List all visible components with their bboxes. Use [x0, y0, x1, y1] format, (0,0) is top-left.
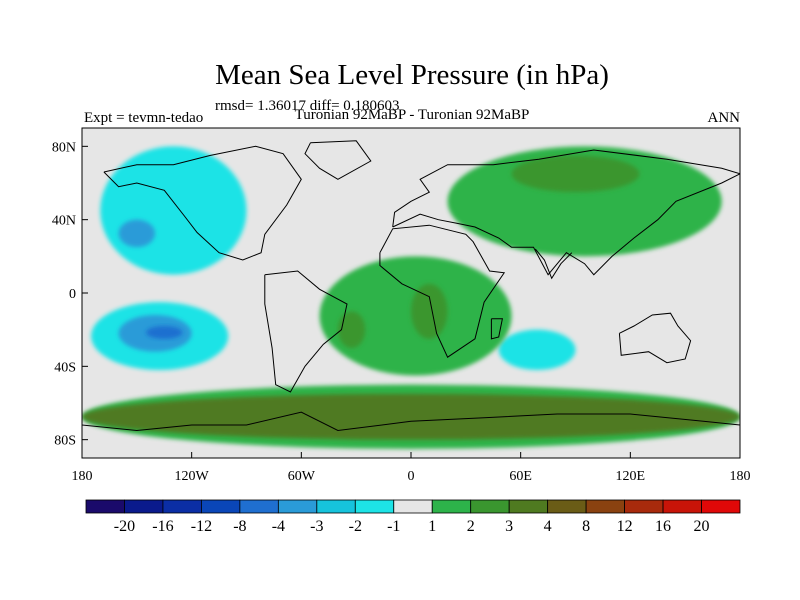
- y-tick-label: 80S: [54, 434, 76, 449]
- season-label: ANN: [708, 110, 741, 126]
- colorbar-swatch: [431, 499, 472, 514]
- colorbar-label: 16: [655, 518, 671, 535]
- x-tick-label: 60E: [509, 469, 532, 484]
- x-tick-label: 180: [730, 469, 751, 484]
- region-dark-green-africa: [411, 283, 448, 339]
- pressure-anomaly-regions: [82, 146, 740, 449]
- x-tick-label: 120W: [175, 469, 210, 484]
- x-tick-label: 60W: [288, 469, 316, 484]
- colorbar-swatch: [239, 499, 279, 514]
- x-tick-label: 180: [72, 469, 93, 484]
- colorbar-label: -4: [272, 518, 285, 535]
- continent-outlines: [82, 140, 740, 432]
- colorbar-swatch: [316, 499, 356, 514]
- axis-ticks: 180 120W 60W 0 60E 120E 180 80N 40N 0 40S 80S: [52, 140, 751, 484]
- y-tick-label: 0: [69, 287, 76, 302]
- map-plot-area: 180 120W 60W 0 60E 120E 180 80N 40N 0 40S 80S: [52, 127, 751, 484]
- colorbar-swatch: [547, 499, 587, 514]
- colorbar-swatch: [393, 499, 433, 514]
- colorbar-label: -20: [114, 518, 135, 535]
- colorbar-swatch: [624, 499, 664, 514]
- colorbar-label: -8: [233, 518, 246, 535]
- colorbar-swatch: [162, 499, 202, 514]
- australia-coast: [618, 312, 692, 364]
- x-tick-label: 0: [408, 469, 415, 484]
- colorbar-label: -2: [349, 518, 362, 535]
- experiment-label: Expt = tevmn-tedao: [84, 110, 203, 126]
- colorbar-swatch: [585, 499, 625, 514]
- south-america-coast: [264, 270, 348, 393]
- colorbar: -20 -16 -12 -8 -4 -3 -2 -1 1 2 3 4 8 12 16 20: [85, 499, 741, 535]
- region-dark-green-asia: [511, 155, 640, 193]
- colorbar-label: -16: [152, 518, 173, 535]
- region-blue-north-pacific-core: [118, 219, 156, 248]
- colorbar-swatch: [508, 499, 549, 514]
- y-tick-label: 80N: [52, 140, 76, 155]
- colorbar-swatch: [124, 499, 164, 514]
- comparison-label: Turonian 92MaBP - Turonian 92MaBP: [295, 107, 530, 123]
- colorbar-swatch: [662, 499, 702, 514]
- colorbar-swatch: [701, 499, 741, 514]
- colorbar-swatch: [85, 499, 125, 514]
- colorbar-label: 3: [505, 518, 513, 535]
- colorbar-label: -1: [387, 518, 400, 535]
- greenland-coast: [304, 140, 372, 180]
- north-america-coast: [103, 145, 302, 261]
- india-coast: [534, 248, 573, 280]
- colorbar-label: 4: [544, 518, 552, 535]
- region-dark-green-south-america: [337, 311, 366, 348]
- region-cyan-north-pacific: [100, 146, 247, 275]
- y-tick-label: 40S: [54, 360, 76, 375]
- colorbar-swatch: [201, 499, 241, 514]
- y-tick-label: 40N: [52, 214, 76, 229]
- colorbar-label: 8: [582, 518, 590, 535]
- colorbar-label: 20: [694, 518, 710, 535]
- colorbar-label: -3: [310, 518, 323, 535]
- colorbar-swatch: [354, 499, 395, 514]
- eurasia-coast: [392, 149, 740, 276]
- region-blue-south-pacific-core: [145, 326, 183, 339]
- chart-title: Mean Sea Level Pressure (in hPa): [215, 59, 609, 91]
- stats-line: rmsd= 1.36017 diff= 0.180603: [215, 98, 400, 114]
- antarctica-coast: [82, 411, 740, 432]
- africa-coast: [379, 224, 506, 358]
- colorbar-swatch: [277, 499, 318, 514]
- colorbar-label: -12: [191, 518, 212, 535]
- colorbar-swatch: [470, 499, 510, 514]
- colorbar-label: 2: [467, 518, 475, 535]
- madagascar-coast: [490, 318, 504, 340]
- colorbar-label: 12: [617, 518, 633, 535]
- region-cyan-indian-ocean: [498, 329, 576, 371]
- x-tick-label: 120E: [616, 469, 646, 484]
- region-brown-southern-ocean: [82, 393, 740, 440]
- colorbar-label: 1: [428, 518, 436, 535]
